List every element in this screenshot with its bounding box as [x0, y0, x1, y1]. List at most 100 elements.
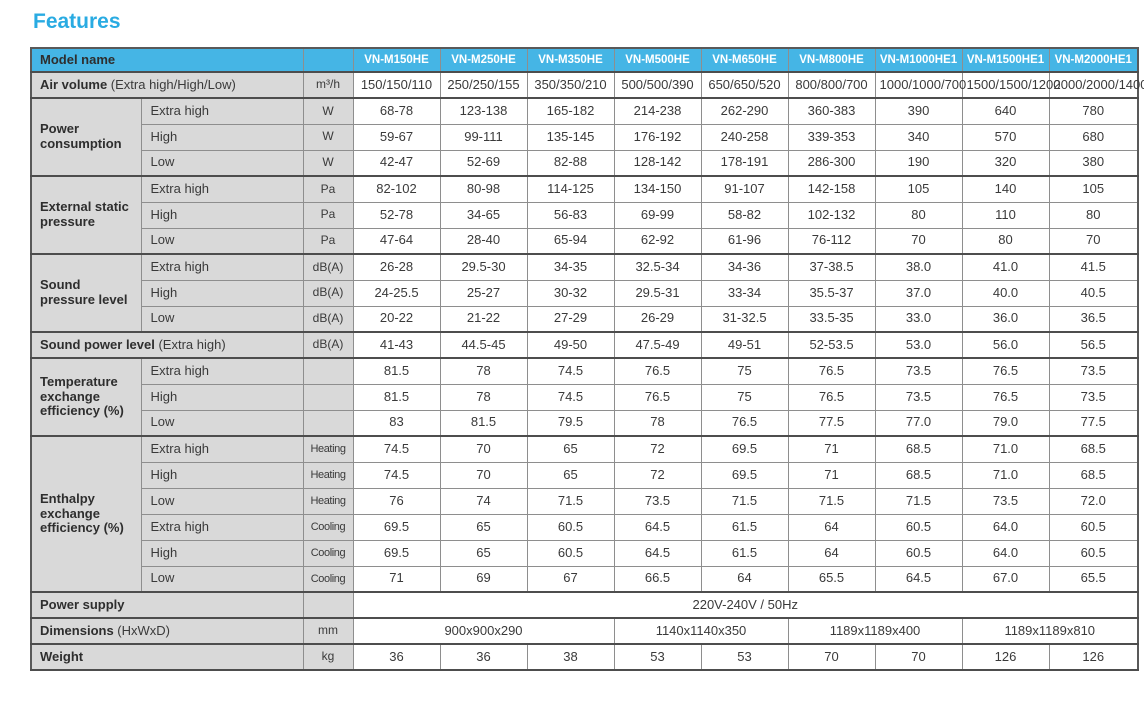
speed-label: Low	[140, 305, 304, 333]
value-cell: 150/150/110	[352, 71, 441, 99]
unit-cell	[302, 357, 354, 385]
group-label: Power consumption	[30, 97, 142, 177]
value-cell: 128-142	[613, 149, 702, 177]
value-cell: 68.5	[874, 461, 963, 489]
value-cell: 60.5	[526, 539, 615, 567]
value-cell: 60.5	[1048, 539, 1139, 567]
value-cell: 2000/2000/1400	[1048, 71, 1144, 99]
value-cell: 80-98	[439, 175, 528, 203]
value-cell: 650/650/520	[700, 71, 789, 99]
value-cell: 135-145	[526, 123, 615, 151]
value-cell: 142-158	[787, 175, 876, 203]
value-cell: 71	[787, 461, 876, 489]
model-name-header: VN-M650HE	[700, 47, 789, 73]
value-cell: 214-238	[613, 97, 702, 125]
value-cell: 74.5	[352, 461, 441, 489]
unit-cell: dB(A)	[302, 305, 354, 333]
value-cell: 680	[1048, 123, 1139, 151]
value-cell: 71	[352, 565, 441, 593]
value-cell: 36	[439, 643, 528, 671]
value-cell: 340	[874, 123, 963, 151]
value-cell: 64.5	[613, 539, 702, 567]
value-cell: 77.0	[874, 409, 963, 437]
speed-label: Low	[140, 487, 304, 515]
value-cell: 56-83	[526, 201, 615, 229]
value-cell: 140	[961, 175, 1050, 203]
value-cell: 102-132	[787, 201, 876, 229]
value-cell: 69.5	[700, 461, 789, 489]
value-cell: 64	[787, 513, 876, 541]
value-cell: 59-67	[352, 123, 441, 151]
value-cell: 65	[526, 435, 615, 463]
value-cell: 123-138	[439, 97, 528, 125]
value-cell: 49-50	[526, 331, 615, 359]
unit-cell	[302, 383, 354, 411]
value-cell: 1189x1189x810	[961, 617, 1139, 645]
value-cell: 49-51	[700, 331, 789, 359]
value-cell: 64	[787, 539, 876, 567]
value-cell: 70	[439, 435, 528, 463]
value-cell: 71	[787, 435, 876, 463]
speed-label: Extra high	[140, 357, 304, 385]
value-cell: 36.5	[1048, 305, 1139, 333]
mode-unit-cell: Heating	[302, 487, 354, 515]
value-cell: 76-112	[787, 227, 876, 255]
value-cell: 65	[439, 513, 528, 541]
value-cell: 900x900x290	[352, 617, 615, 645]
value-cell: 28-40	[439, 227, 528, 255]
value-cell: 74.5	[352, 435, 441, 463]
value-cell: 91-107	[700, 175, 789, 203]
value-cell: 76.5	[613, 357, 702, 385]
value-cell: 126	[1048, 643, 1139, 671]
value-cell: 41-43	[352, 331, 441, 359]
value-cell: 500/500/390	[613, 71, 702, 99]
features-table-body: Model name VN-M150HE VN-M250HE VN-M350HE VN-…	[30, 47, 1144, 671]
unit-cell: mm	[302, 617, 354, 645]
value-cell: 71.0	[961, 435, 1050, 463]
value-cell: 76.5	[961, 357, 1050, 385]
value-cell: 33-34	[700, 279, 789, 307]
speed-label: High	[140, 383, 304, 411]
value-cell: 53	[700, 643, 789, 671]
value-cell: 176-192	[613, 123, 702, 151]
speed-label: Extra high	[140, 435, 304, 463]
model-name-header: VN-M350HE	[526, 47, 615, 73]
row-label: Sound power level (Extra high)	[30, 331, 304, 359]
speed-label: Extra high	[140, 175, 304, 203]
value-cell: 37.0	[874, 279, 963, 307]
value-cell: 165-182	[526, 97, 615, 125]
value-cell: 73.5	[1048, 357, 1139, 385]
value-cell: 73.5	[874, 357, 963, 385]
unit-cell: kg	[302, 643, 354, 671]
value-cell: 114-125	[526, 175, 615, 203]
page-title: Features	[33, 10, 121, 33]
value-cell: 76.5	[961, 383, 1050, 411]
value-cell: 76.5	[613, 383, 702, 411]
value-cell: 38.0	[874, 253, 963, 281]
value-cell: 262-290	[700, 97, 789, 125]
value-cell: 800/800/700	[787, 71, 876, 99]
value-cell: 79.5	[526, 409, 615, 437]
value-cell: 73.5	[874, 383, 963, 411]
value-cell: 74.5	[526, 383, 615, 411]
value-cell: 64.5	[874, 565, 963, 593]
value-cell: 29.5-31	[613, 279, 702, 307]
value-cell: 38	[526, 643, 615, 671]
unit-cell: dB(A)	[302, 253, 354, 281]
speed-label: High	[140, 539, 304, 567]
value-cell: 190	[874, 149, 963, 177]
value-cell: 78	[613, 409, 702, 437]
value-cell: 134-150	[613, 175, 702, 203]
value-cell: 82-102	[352, 175, 441, 203]
value-cell: 69.5	[352, 513, 441, 541]
unit-cell	[302, 409, 354, 437]
value-cell: 350/350/210	[526, 71, 615, 99]
unit-cell: W	[302, 123, 354, 151]
value-cell: 220V-240V / 50Hz	[352, 591, 1139, 619]
value-cell: 105	[1048, 175, 1139, 203]
value-cell: 780	[1048, 97, 1139, 125]
mode-unit-cell: Cooling	[302, 565, 354, 593]
row-label: Weight	[30, 643, 304, 671]
value-cell: 320	[961, 149, 1050, 177]
value-cell: 76.5	[787, 357, 876, 385]
